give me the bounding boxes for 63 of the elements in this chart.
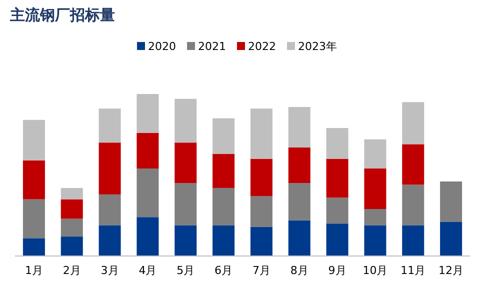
bar [60, 188, 83, 200]
bar [212, 188, 235, 226]
bar [250, 196, 272, 227]
bar [440, 222, 462, 256]
bar [22, 160, 45, 200]
bar [326, 198, 348, 224]
bar [60, 199, 83, 219]
legend-label: 2023年 [298, 40, 337, 53]
bar [402, 184, 424, 226]
bar [98, 194, 121, 226]
bar [440, 181, 462, 222]
bar [174, 142, 197, 184]
bar [364, 209, 386, 226]
bar [288, 106, 310, 148]
bar [212, 118, 235, 154]
bar [402, 102, 424, 144]
bar [60, 218, 83, 237]
bar [136, 94, 159, 133]
bar [402, 225, 424, 256]
bar [22, 199, 45, 238]
bar [212, 154, 235, 188]
x-tick-label: 10月 [362, 264, 388, 277]
bar [326, 128, 348, 159]
bar [136, 168, 159, 218]
x-tick-label: 2月 [62, 264, 81, 277]
legend-label: 2021 [198, 40, 226, 53]
bar [326, 224, 348, 256]
chart-title: 主流钢厂招标量 [9, 6, 115, 24]
legend-label: 2022 [248, 40, 276, 53]
bar [174, 225, 197, 256]
x-tick-label: 7月 [252, 264, 270, 277]
bar [288, 183, 310, 220]
bar [326, 158, 348, 198]
x-tick-label: 6月 [214, 264, 233, 277]
legend-label: 2020 [148, 40, 176, 53]
bar [288, 220, 310, 256]
x-tick-label: 5月 [176, 264, 195, 277]
x-tick-label: 4月 [138, 264, 157, 277]
bar [288, 147, 310, 184]
bar [250, 108, 272, 159]
bar [136, 132, 159, 169]
x-tick-label: 12月 [438, 264, 464, 277]
bar [136, 217, 159, 256]
x-tick-label: 11月 [400, 264, 426, 277]
x-tick-label: 1月 [24, 264, 43, 277]
bar [402, 144, 424, 185]
bar [98, 225, 121, 256]
x-tick-label: 9月 [328, 264, 346, 277]
bar [174, 98, 197, 143]
bar [364, 168, 386, 210]
bar [212, 225, 235, 256]
bar [364, 225, 386, 256]
bar [98, 142, 121, 194]
bar [98, 108, 121, 143]
bar [60, 236, 83, 256]
bar [250, 158, 272, 196]
bar [22, 120, 45, 160]
bar [22, 238, 45, 256]
x-tick-label: 8月 [290, 264, 308, 277]
x-tick-label: 3月 [100, 264, 119, 277]
bar [364, 139, 386, 169]
bar [174, 183, 197, 226]
bar [250, 226, 272, 256]
